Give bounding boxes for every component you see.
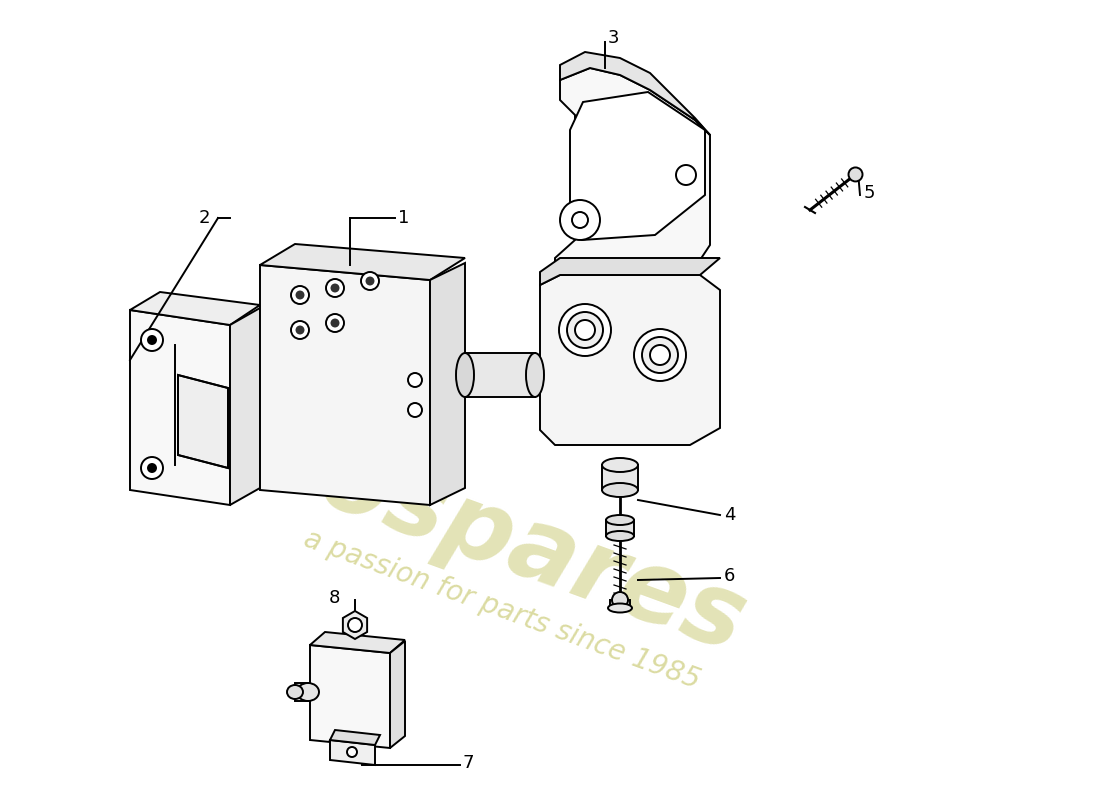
Circle shape [331, 285, 339, 291]
Circle shape [297, 326, 304, 334]
Polygon shape [260, 244, 465, 280]
Polygon shape [330, 740, 375, 765]
Circle shape [326, 279, 344, 297]
Circle shape [331, 319, 339, 326]
Circle shape [148, 336, 156, 344]
Polygon shape [540, 258, 720, 285]
Text: 2: 2 [198, 209, 210, 227]
Polygon shape [178, 375, 228, 468]
Circle shape [848, 167, 862, 182]
Text: 3: 3 [608, 29, 619, 47]
Polygon shape [310, 632, 405, 653]
Ellipse shape [526, 353, 544, 397]
Circle shape [408, 373, 422, 387]
Text: eurospares: eurospares [130, 366, 758, 674]
Circle shape [634, 329, 686, 381]
Circle shape [559, 304, 610, 356]
Circle shape [566, 312, 603, 348]
Polygon shape [230, 308, 260, 505]
Ellipse shape [608, 603, 632, 613]
Circle shape [292, 321, 309, 339]
Ellipse shape [606, 515, 634, 525]
Polygon shape [260, 265, 430, 505]
Circle shape [650, 345, 670, 365]
Polygon shape [465, 353, 535, 397]
Polygon shape [570, 92, 705, 240]
Ellipse shape [602, 458, 638, 472]
Ellipse shape [456, 353, 474, 397]
Ellipse shape [297, 683, 319, 701]
Polygon shape [343, 611, 367, 639]
Circle shape [560, 200, 600, 240]
Circle shape [642, 337, 678, 373]
Circle shape [572, 212, 588, 228]
Polygon shape [390, 641, 405, 748]
Text: a passion for parts since 1985: a passion for parts since 1985 [300, 525, 704, 695]
Circle shape [366, 278, 374, 285]
Circle shape [297, 291, 304, 298]
Polygon shape [560, 52, 710, 135]
Circle shape [361, 272, 379, 290]
Ellipse shape [602, 483, 638, 497]
Circle shape [348, 618, 362, 632]
Text: 5: 5 [864, 184, 876, 202]
Circle shape [408, 403, 422, 417]
Circle shape [326, 314, 344, 332]
Text: 4: 4 [724, 506, 736, 524]
Polygon shape [130, 292, 260, 325]
Text: 1: 1 [398, 209, 409, 227]
Polygon shape [610, 600, 630, 610]
Polygon shape [130, 310, 230, 505]
Polygon shape [295, 683, 308, 701]
Circle shape [141, 329, 163, 351]
Ellipse shape [606, 531, 634, 541]
Circle shape [676, 165, 696, 185]
Text: 6: 6 [724, 567, 736, 585]
Polygon shape [602, 465, 638, 490]
Polygon shape [430, 263, 465, 505]
Ellipse shape [287, 685, 303, 699]
Polygon shape [556, 68, 710, 285]
Circle shape [148, 464, 156, 472]
Circle shape [575, 320, 595, 340]
Polygon shape [310, 645, 390, 748]
Polygon shape [330, 730, 380, 745]
Text: 7: 7 [463, 754, 474, 772]
Circle shape [141, 457, 163, 479]
Polygon shape [606, 520, 634, 536]
Circle shape [346, 747, 358, 757]
Polygon shape [540, 275, 720, 445]
Circle shape [292, 286, 309, 304]
Text: 8: 8 [329, 589, 340, 607]
Circle shape [612, 592, 628, 608]
